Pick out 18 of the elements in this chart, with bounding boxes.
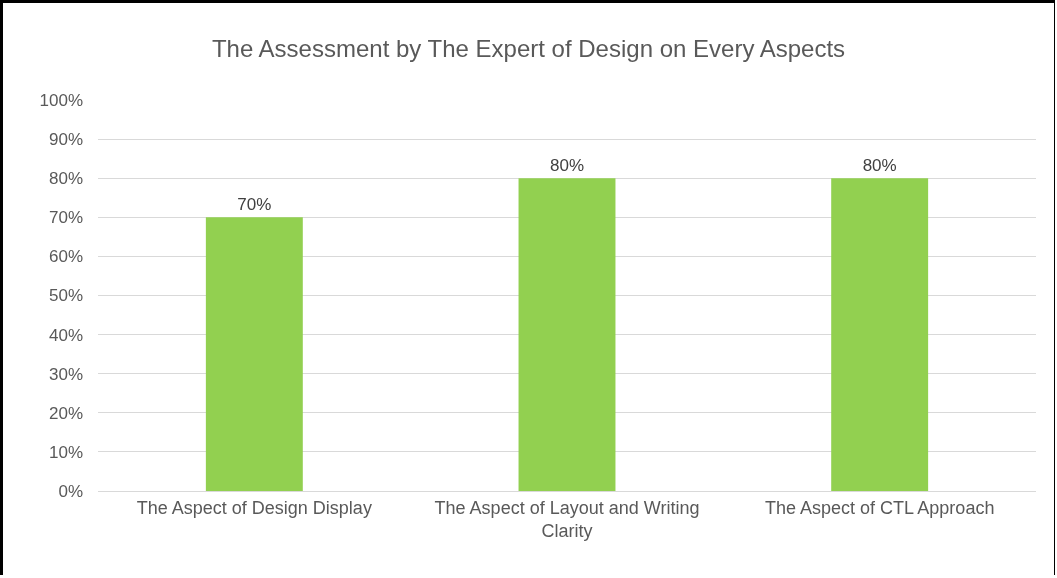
y-tick-label: 40%: [48, 325, 83, 345]
x-tick-label: The Aspect of CTL Approach: [764, 497, 995, 518]
y-tick-label: 90%: [48, 130, 83, 150]
y-tick-label: 100%: [39, 90, 83, 110]
y-tick-label: 20%: [48, 403, 83, 423]
data-label: 70%: [237, 195, 272, 215]
y-tick-label: 10%: [48, 442, 83, 462]
y-tick-label: 50%: [48, 286, 83, 306]
x-tick-label: The Aspect of Design Display: [136, 497, 372, 518]
data-label: 80%: [549, 156, 585, 176]
y-tick-label: 0%: [58, 481, 83, 501]
y-tick-label: 30%: [48, 364, 83, 384]
y-tick-label: 70%: [48, 208, 83, 228]
data-label: 80%: [862, 156, 897, 176]
y-tick-label: 80%: [48, 169, 83, 189]
y-tick-label: 60%: [48, 247, 83, 267]
chart-title: The Assessment by The Expert of Design on Every Aspects: [211, 34, 846, 62]
x-tick-label: The Aspect of Layout and Writing Clarity: [434, 497, 700, 541]
